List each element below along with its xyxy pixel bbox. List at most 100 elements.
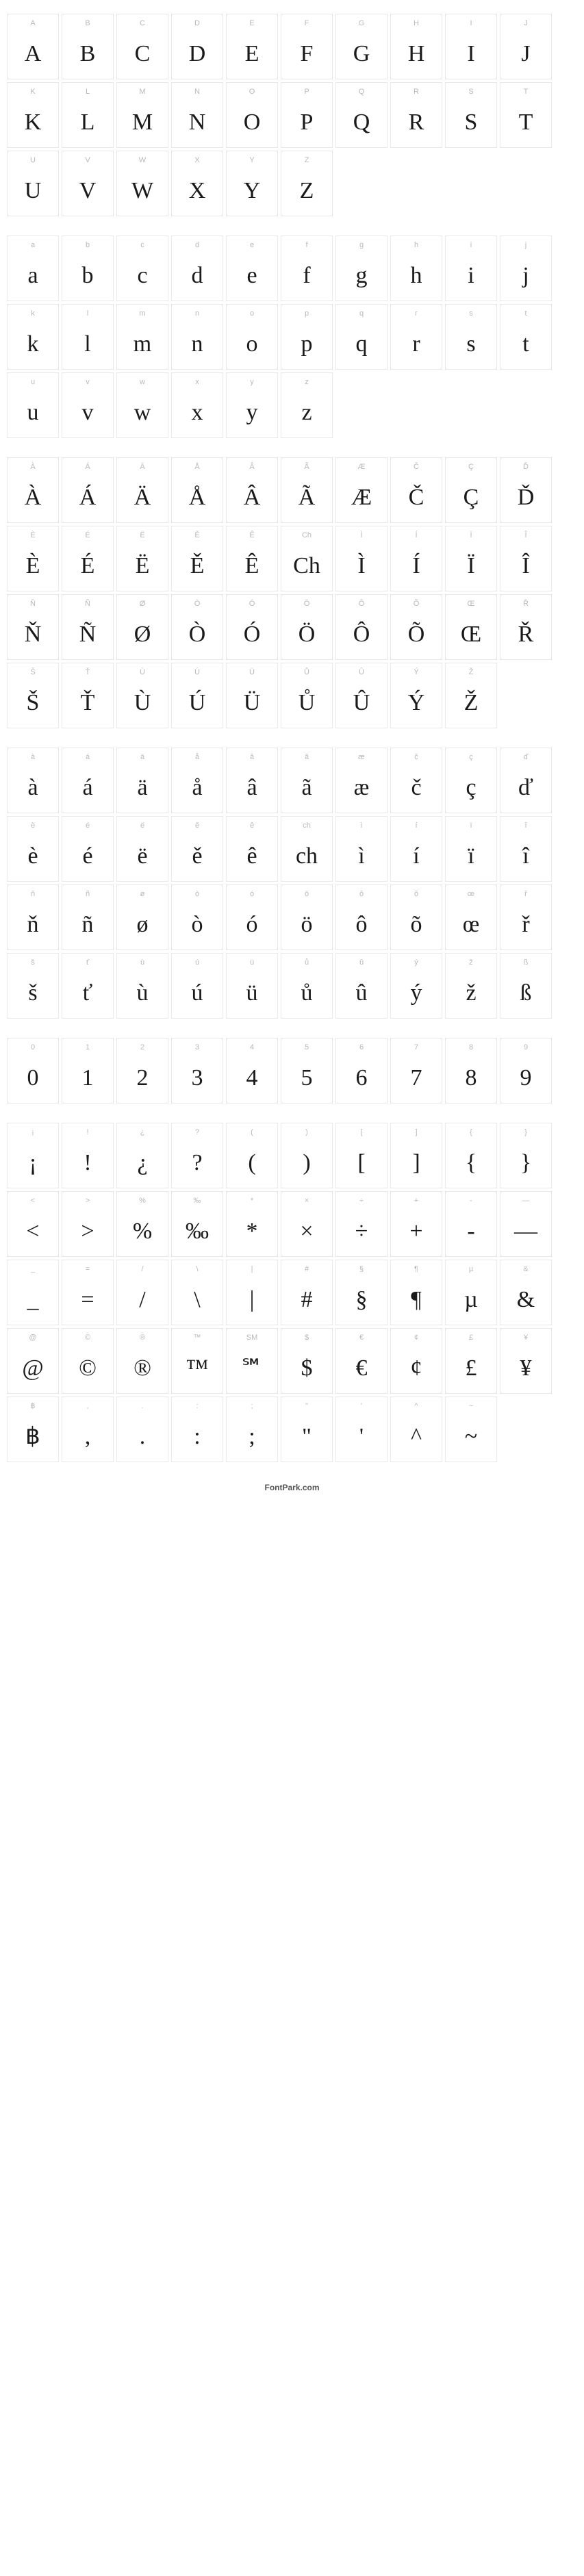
- glyph-char: (: [248, 1141, 255, 1185]
- glyph-cell: 44: [226, 1038, 278, 1104]
- glyph-cell: ÑÑ: [62, 594, 114, 660]
- glyph-cell: PP: [281, 82, 333, 148]
- glyph-cell: 55: [281, 1038, 333, 1104]
- glyph-label: š: [31, 958, 35, 967]
- glyph-label: ò: [195, 889, 199, 899]
- glyph-cell: ňň: [7, 884, 59, 950]
- glyph-char: ×: [300, 1210, 313, 1253]
- glyph-label: Y: [249, 155, 254, 165]
- glyph-label: n: [195, 309, 199, 318]
- glyph-chart: AABBCCDDEEFFGGHHIIJJKKLLMMNNOOPPQQRRSSTT…: [7, 14, 577, 1462]
- glyph-cell: ÄÄ: [116, 457, 168, 523]
- glyph-label: s: [469, 309, 473, 318]
- glyph-cell: ss: [445, 304, 497, 370]
- glyph-label: Z: [305, 155, 309, 165]
- glyph-cell: ÛÛ: [335, 663, 388, 728]
- glyph-cell: tt: [500, 304, 552, 370]
- glyph-char: é: [82, 834, 92, 878]
- glyph-cell: öö: [281, 884, 333, 950]
- glyph-label: ý: [414, 958, 418, 967]
- glyph-char: x: [192, 391, 203, 435]
- glyph-cell: ýý: [390, 953, 442, 1019]
- glyph-char: _: [27, 1278, 39, 1322]
- glyph-label: D: [194, 18, 200, 28]
- glyph-cell: åå: [171, 748, 223, 813]
- glyph-cell: DD: [171, 14, 223, 79]
- glyph-char: Ch: [293, 544, 320, 588]
- glyph-cell: ÆÆ: [335, 457, 388, 523]
- glyph-label: À: [30, 462, 35, 472]
- glyph-char: ch: [296, 834, 318, 878]
- glyph-label: 5: [305, 1043, 309, 1052]
- glyph-label: \: [196, 1264, 198, 1274]
- glyph-label: û: [359, 958, 364, 967]
- glyph-char: Î: [522, 544, 529, 588]
- glyph-cell: §§: [335, 1260, 388, 1325]
- glyph-cell: MM: [116, 82, 168, 148]
- glyph-label: ): [305, 1127, 308, 1137]
- glyph-cell: {{: [445, 1123, 497, 1188]
- glyph-char: v: [82, 391, 94, 435]
- glyph-char: ñ: [82, 903, 94, 947]
- glyph-cell: bb: [62, 235, 114, 301]
- glyph-char: <: [26, 1210, 39, 1253]
- glyph-cell: ‰‰: [171, 1191, 223, 1257]
- glyph-cell: ÊÊ: [226, 526, 278, 591]
- glyph-char: w: [134, 391, 151, 435]
- glyph-cell: óó: [226, 884, 278, 950]
- glyph-cell: JJ: [500, 14, 552, 79]
- glyph-label: ,: [86, 1401, 88, 1411]
- glyph-cell: ff: [281, 235, 333, 301]
- glyph-char: o: [246, 322, 258, 366]
- glyph-label: -: [470, 1196, 472, 1206]
- glyph-cell: ÈÈ: [7, 526, 59, 591]
- glyph-cell: %%: [116, 1191, 168, 1257]
- glyph-char: Æ: [351, 476, 372, 520]
- glyph-label: õ: [414, 889, 418, 899]
- glyph-cell: ((: [226, 1123, 278, 1188]
- glyph-cell: WW: [116, 151, 168, 216]
- glyph-label: ö: [305, 889, 309, 899]
- glyph-cell: ChCh: [281, 526, 333, 591]
- glyph-label: S: [468, 87, 473, 97]
- glyph-label: W: [139, 155, 146, 165]
- glyph-label: Õ: [414, 599, 420, 609]
- glyph-cell: çç: [445, 748, 497, 813]
- glyph-cell: 22: [116, 1038, 168, 1104]
- glyph-label: Ç: [468, 462, 474, 472]
- glyph-char: 2: [137, 1056, 149, 1100]
- glyph-label: ä: [140, 752, 144, 762]
- glyph-cell: >>: [62, 1191, 114, 1257]
- glyph-char: #: [301, 1278, 313, 1322]
- glyph-label: y: [250, 377, 254, 387]
- glyph-cell: VV: [62, 151, 114, 216]
- glyph-label: r: [415, 309, 418, 318]
- glyph-cell: ÍÍ: [390, 526, 442, 591]
- glyph-cell: ĎĎ: [500, 457, 552, 523]
- glyph-cell: ll: [62, 304, 114, 370]
- glyph-label: î: [524, 821, 526, 830]
- glyph-label: č: [414, 752, 418, 762]
- glyph-label: ť: [86, 958, 89, 967]
- glyph-label: #: [305, 1264, 309, 1274]
- glyph-cell: jj: [500, 235, 552, 301]
- glyph-char: ~: [465, 1415, 477, 1459]
- glyph-char: Â: [244, 476, 261, 520]
- glyph-char: m: [134, 322, 151, 366]
- glyph-char: Ť: [81, 681, 95, 725]
- glyph-label: R: [414, 87, 419, 97]
- glyph-label: É: [85, 531, 90, 540]
- glyph-label: ï: [470, 821, 472, 830]
- glyph-char: ]: [412, 1141, 420, 1185]
- glyph-label: ď: [524, 752, 529, 762]
- glyph-char: ‰: [186, 1210, 209, 1253]
- glyph-cell: **: [226, 1191, 278, 1257]
- glyph-label: _: [31, 1264, 35, 1274]
- glyph-char: |: [250, 1278, 255, 1322]
- glyph-cell: "": [281, 1397, 333, 1462]
- glyph-label: g: [359, 240, 364, 250]
- glyph-char: b: [82, 254, 94, 298]
- glyph-label: @: [29, 1333, 36, 1342]
- glyph-cell: !!: [62, 1123, 114, 1188]
- glyph-label: Ť: [86, 667, 90, 677]
